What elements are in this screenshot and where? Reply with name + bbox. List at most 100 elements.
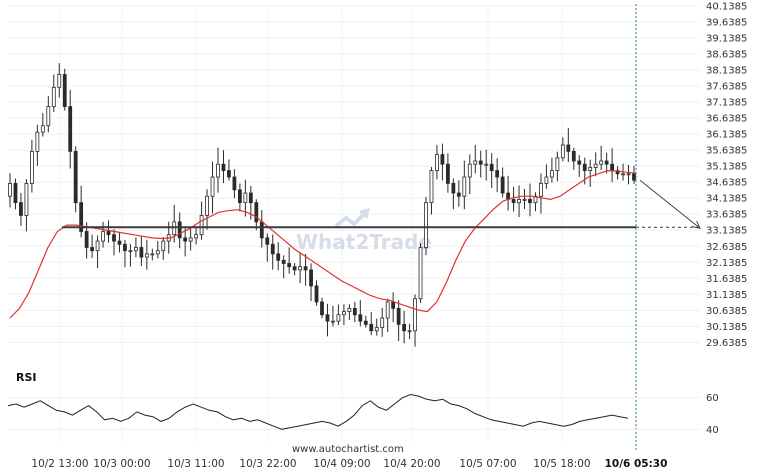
candle: [68, 106, 73, 152]
candle: [309, 269, 313, 287]
candle: [40, 125, 45, 133]
time-tick-label: 10/5 07:00: [459, 458, 516, 470]
time-tick-label: 10/3 22:00: [239, 458, 296, 470]
candle: [511, 199, 516, 204]
candle: [451, 183, 456, 194]
candle: [303, 266, 308, 271]
candle: [413, 298, 417, 332]
candle: [254, 202, 259, 223]
price-tick-label: 30.1385: [706, 322, 747, 333]
candle: [571, 150, 576, 162]
candle: [73, 150, 78, 204]
time-tick-label: 10/4 20:00: [383, 458, 440, 470]
candle: [155, 250, 160, 255]
candle: [632, 173, 636, 181]
candle: [347, 307, 352, 312]
candle: [577, 160, 582, 165]
candle: [62, 74, 67, 107]
candle: [484, 163, 489, 166]
candle: [593, 163, 598, 168]
price-tick-label: 35.1385: [706, 162, 747, 173]
candle: [314, 285, 319, 303]
candle: [13, 183, 18, 204]
candle: [363, 320, 368, 325]
candle: [462, 176, 467, 197]
price-tick-label: 31.6385: [706, 274, 747, 285]
candle: [177, 221, 182, 239]
candle: [29, 150, 34, 184]
price-tick-label: 34.6385: [706, 178, 747, 189]
candle: [336, 314, 341, 322]
candle: [281, 259, 286, 264]
watermark-logo-icon: [334, 207, 371, 228]
candle: [24, 183, 29, 216]
candle: [139, 247, 144, 258]
candle: [287, 263, 292, 268]
price-tick-label: 36.6385: [706, 114, 747, 125]
candle: [610, 163, 615, 172]
candle: [358, 314, 363, 322]
candle: [325, 314, 330, 322]
candles: [8, 63, 636, 347]
candle: [599, 160, 604, 165]
candle: [221, 163, 226, 172]
time-tick-label: 10/5 18:00: [533, 458, 590, 470]
watermark: What2Trade: [296, 207, 432, 254]
candle: [456, 192, 461, 197]
rsi-tick-label: 60: [706, 393, 719, 404]
candle: [407, 330, 412, 333]
candle: [106, 231, 111, 236]
candle: [473, 160, 478, 165]
candle: [194, 234, 199, 239]
candle: [210, 176, 215, 197]
rsi-axis: 60 40: [706, 393, 719, 436]
candle: [522, 199, 527, 201]
price-tick-label: 38.1385: [706, 66, 747, 77]
price-tick-label: 35.6385: [706, 146, 747, 157]
candle: [51, 86, 56, 107]
candle: [227, 170, 231, 178]
candle: [495, 170, 500, 178]
price-tick-label: 38.6385: [706, 50, 747, 61]
candle: [95, 240, 100, 252]
price-tick-label: 32.6385: [706, 242, 747, 253]
watermark-text: What2Trade: [296, 230, 432, 254]
candle: [101, 231, 105, 242]
candle: [528, 199, 532, 204]
candle: [161, 240, 166, 252]
candle: [402, 323, 407, 332]
candle: [396, 307, 401, 325]
candle: [500, 176, 505, 194]
time-tick-label: 10/4 09:00: [313, 458, 370, 470]
rsi-grid: [8, 397, 700, 430]
candle: [8, 183, 12, 197]
candle: [199, 215, 204, 236]
candle: [604, 160, 609, 165]
candle: [205, 195, 209, 216]
price-tick-label: 33.6385: [706, 210, 747, 221]
candle: [84, 231, 89, 248]
candle: [276, 253, 281, 261]
candle: [429, 170, 434, 204]
candle: [259, 221, 264, 239]
time-tick-label: 10/3 00:00: [93, 458, 150, 470]
candle: [588, 167, 593, 172]
candle: [265, 237, 270, 245]
rsi-tick-label: 40: [706, 425, 719, 436]
price-tick-label: 29.6385: [706, 338, 747, 349]
candle: [440, 154, 445, 165]
candle: [544, 176, 549, 184]
footer-watermark: www.autochartist.com: [292, 444, 404, 455]
candle: [19, 202, 23, 216]
candle: [489, 163, 494, 172]
forecast-arrow-head: [692, 220, 701, 230]
candle: [582, 163, 587, 172]
candle: [621, 173, 625, 176]
candle: [46, 106, 51, 127]
price-tick-label: 37.6385: [706, 82, 747, 93]
candle: [380, 317, 385, 328]
candle: [298, 266, 303, 271]
candle: [560, 144, 565, 159]
